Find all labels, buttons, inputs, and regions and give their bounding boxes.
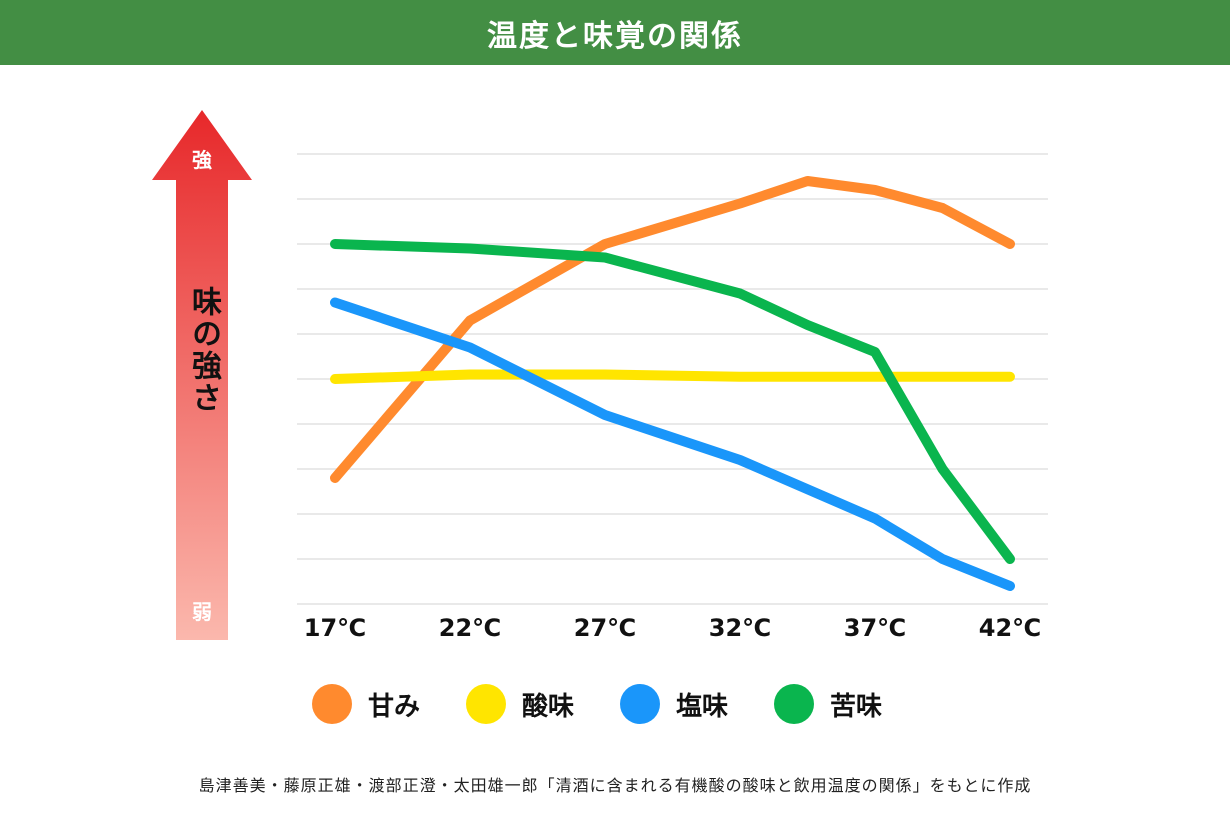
x-tick-label: 37℃ xyxy=(843,614,907,642)
source-footnote: 島津善美・藤原正雄・渡部正澄・太田雄一郎「清酒に含まれる有機酸の酸味と飲用温度の… xyxy=(198,776,1032,795)
sour-dot-icon xyxy=(466,684,507,724)
legend-item-bitter: 苦味 xyxy=(774,684,882,724)
legend-label: 塩味 xyxy=(676,691,729,722)
x-tick-label: 17℃ xyxy=(303,614,367,642)
y-axis-label: 味の強さ xyxy=(186,286,221,414)
x-tick-label: 42℃ xyxy=(978,614,1042,642)
legend-label: 甘み xyxy=(368,691,421,722)
series-line xyxy=(330,297,1015,591)
series-line xyxy=(330,369,1015,384)
x-tick-label: 27℃ xyxy=(573,614,637,642)
page-title: 温度と味覚の関係 xyxy=(487,18,743,54)
title-bar: 温度と味覚の関係 xyxy=(0,0,1230,65)
legend-item-salty: 塩味 xyxy=(620,684,728,724)
legend-label: 酸味 xyxy=(522,691,575,722)
strength-arrow xyxy=(152,110,252,640)
legend-item-sour: 酸味 xyxy=(466,684,574,724)
legend: 甘み 酸味 塩味 苦味 xyxy=(312,684,928,724)
legend-label: 苦味 xyxy=(830,691,883,722)
sweet-dot-icon xyxy=(312,684,352,724)
series-line xyxy=(330,176,1015,483)
series-line xyxy=(330,239,1015,564)
x-tick-label: 32℃ xyxy=(708,614,772,642)
salty-dot-icon xyxy=(620,684,661,724)
legend-item-sweet: 甘み xyxy=(312,684,420,724)
bitter-dot-icon xyxy=(774,684,815,724)
weak-label: 弱 xyxy=(192,600,212,624)
x-tick-label: 22℃ xyxy=(438,614,502,642)
strong-label: 強 xyxy=(192,148,212,172)
